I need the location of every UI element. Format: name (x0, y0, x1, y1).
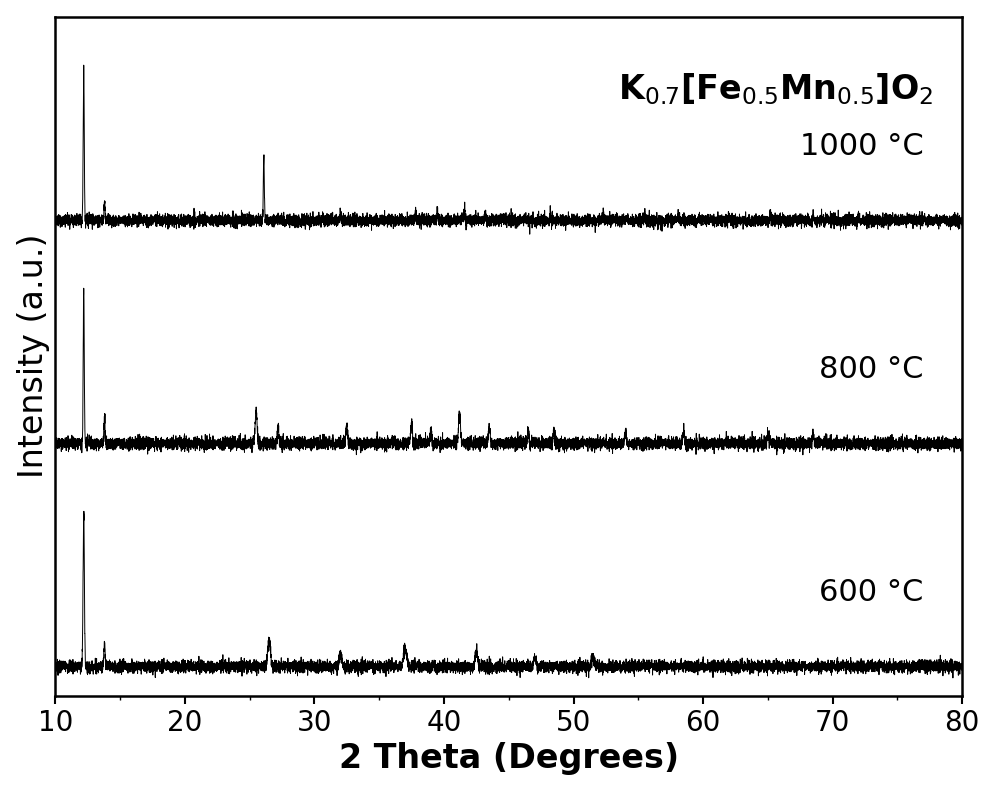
X-axis label: 2 Theta (Degrees): 2 Theta (Degrees) (339, 742, 679, 775)
Text: 1000 °C: 1000 °C (800, 132, 923, 161)
Text: K$_{0.7}$[Fe$_{0.5}$Mn$_{0.5}$]O$_2$: K$_{0.7}$[Fe$_{0.5}$Mn$_{0.5}$]O$_2$ (618, 71, 933, 107)
Y-axis label: Intensity (a.u.): Intensity (a.u.) (17, 234, 50, 478)
Text: 800 °C: 800 °C (819, 355, 923, 384)
Text: 600 °C: 600 °C (819, 578, 923, 607)
